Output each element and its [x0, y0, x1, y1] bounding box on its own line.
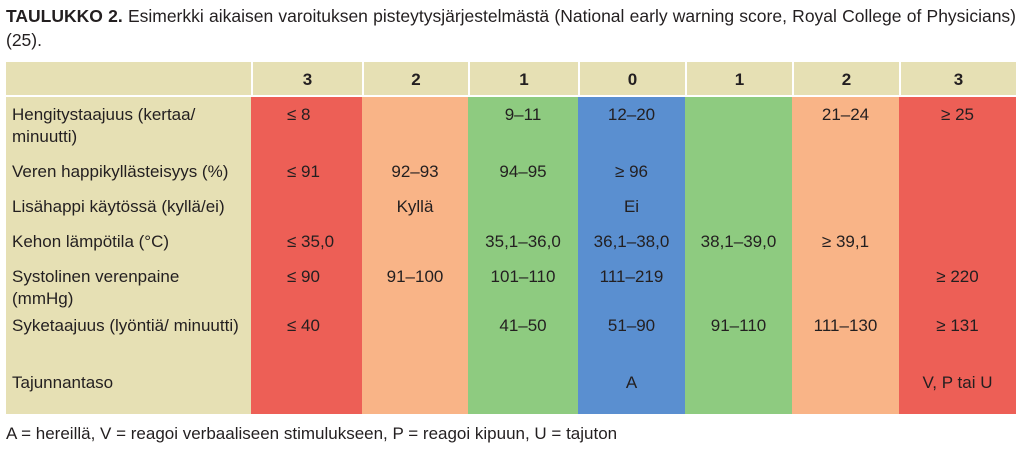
table-cell — [685, 154, 792, 189]
table-cell: ≤ 91 — [251, 154, 362, 189]
table-cell — [362, 365, 468, 414]
table-cell: 35,1–36,0 — [468, 224, 578, 259]
table-cell — [362, 224, 468, 259]
table-cell — [685, 365, 792, 414]
table-cell — [251, 189, 362, 224]
table-cell: 91–110 — [685, 308, 792, 365]
table-cell — [792, 259, 899, 308]
table-footnote: A = hereillä, V = reagoi verbaaliseen st… — [6, 424, 618, 443]
table-cell — [899, 189, 1016, 224]
table-cell: ≥ 25 — [899, 97, 1016, 154]
table-cell: ≤ 8 — [251, 97, 362, 154]
news-score-table: 3 2 1 0 1 2 3 Hengitystaajuus (kertaa/ m… — [6, 62, 1016, 414]
header-cell-score: 1 — [685, 62, 792, 97]
table-cell: V, P tai U — [899, 365, 1016, 414]
table-cell — [685, 189, 792, 224]
table-cell — [792, 189, 899, 224]
caption-label: TAULUKKO 2. — [6, 6, 123, 26]
table-cell: 111–219 — [578, 259, 685, 308]
table-cell — [792, 154, 899, 189]
row-label-body-temperature: Kehon lämpötila (°C) — [6, 224, 251, 259]
table-cell: 51–90 — [578, 308, 685, 365]
table-cell: 92–93 — [362, 154, 468, 189]
table-cell: 38,1–39,0 — [685, 224, 792, 259]
row-label-heart-rate: Syketaajuus (lyöntiä/ minuutti) — [6, 308, 251, 365]
table-cell: ≤ 35,0 — [251, 224, 362, 259]
table-cell: Ei — [578, 189, 685, 224]
table-cell — [362, 97, 468, 154]
row-label-oxygen-saturation: Veren happikyllästeisyys (%) — [6, 154, 251, 189]
table-cell: ≥ 131 — [899, 308, 1016, 365]
caption-text: Esimerkki aikaisen varoituksen pisteytys… — [6, 6, 1016, 50]
table-cell — [468, 189, 578, 224]
table-cell: 12–20 — [578, 97, 685, 154]
header-cell-score: 0 — [578, 62, 685, 97]
table-cell: 36,1–38,0 — [578, 224, 685, 259]
table-cell: 101–110 — [468, 259, 578, 308]
header-cell-score: 3 — [251, 62, 362, 97]
table-cell — [251, 365, 362, 414]
table-cell — [899, 224, 1016, 259]
table-cell: 41–50 — [468, 308, 578, 365]
header-cell-score: 2 — [362, 62, 468, 97]
row-label-supplemental-oxygen: Lisähappi käytössä (kyllä/ei) — [6, 189, 251, 224]
table-cell: ≤ 40 — [251, 308, 362, 365]
table-cell: Kyllä — [362, 189, 468, 224]
table-cell — [792, 365, 899, 414]
table-cell: 111–130 — [792, 308, 899, 365]
table-cell: ≤ 90 — [251, 259, 362, 308]
header-cell-score: 2 — [792, 62, 899, 97]
table-cell: 21–24 — [792, 97, 899, 154]
table-cell: A — [578, 365, 685, 414]
table-cell: ≥ 220 — [899, 259, 1016, 308]
row-label-systolic-blood-pressure: Systolinen verenpaine (mmHg) — [6, 259, 251, 308]
row-label-respiratory-rate: Hengitystaajuus (kertaa/ minuutti) — [6, 97, 251, 154]
table-cell — [899, 154, 1016, 189]
header-cell-empty — [6, 62, 251, 97]
table-cell: 9–11 — [468, 97, 578, 154]
table-cell: 94–95 — [468, 154, 578, 189]
table-cell — [468, 365, 578, 414]
table-cell: ≥ 96 — [578, 154, 685, 189]
table-cell — [685, 97, 792, 154]
row-label-level-of-consciousness: Tajunnantaso — [6, 365, 251, 414]
table-caption: TAULUKKO 2. Esimerkki aikaisen varoituks… — [6, 4, 1016, 52]
header-cell-score: 3 — [899, 62, 1016, 97]
table-cell: 91–100 — [362, 259, 468, 308]
table-cell — [362, 308, 468, 365]
table-cell — [685, 259, 792, 308]
table-cell: ≥ 39,1 — [792, 224, 899, 259]
header-cell-score: 1 — [468, 62, 578, 97]
